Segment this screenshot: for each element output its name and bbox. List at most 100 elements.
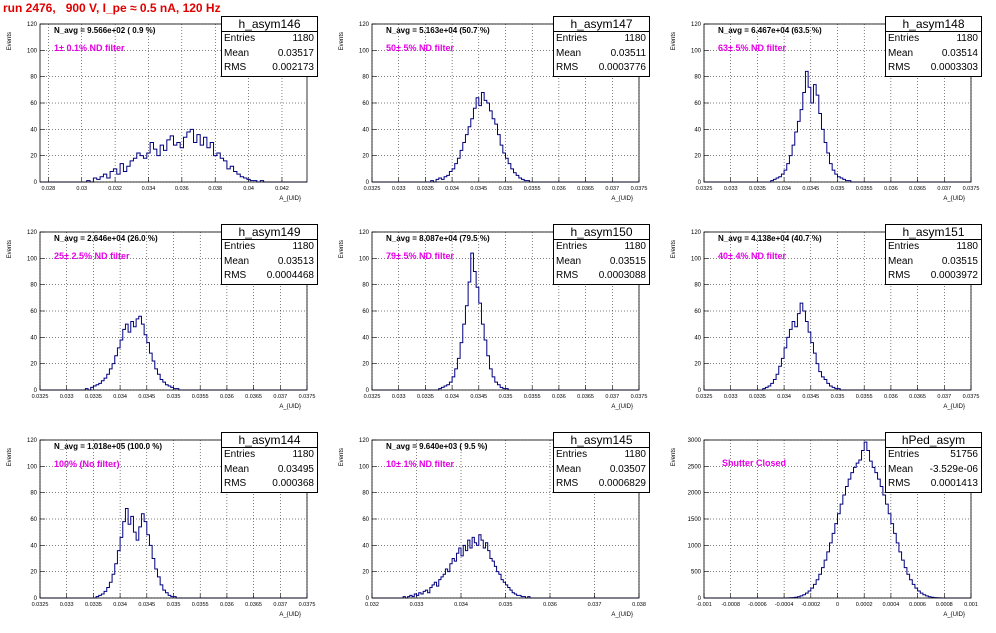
y-tick-label: 40 (30, 127, 37, 133)
x-tick-label: 0.0335 (749, 394, 766, 400)
x-tick-label: 0.0375 (631, 186, 648, 192)
x-tick-label: 0.0355 (192, 602, 209, 608)
filter-label: 100% (No filter) (54, 459, 120, 469)
histogram-name: h_asym151 (886, 225, 981, 240)
y-tick-label: 20 (362, 362, 369, 368)
histogram-panel: 0 20 40 60 80 100 120 0.0325 0.033 0.0335 0.034 0.0… (0, 218, 332, 425)
x-tick-label: 0.034 (454, 602, 468, 608)
y-tick-label: 100 (359, 48, 370, 54)
stats-rms-label: RMS (888, 62, 911, 73)
y-tick-label: 80 (362, 283, 369, 289)
stats-row-rms: RMS 0.0003776 (554, 61, 649, 76)
stats-rms-label: RMS (556, 62, 579, 73)
stats-entries-value: 1180 (292, 449, 314, 460)
navg-label: N_avg = 6.467e+04 (63.5 %) (718, 26, 822, 35)
x-tick-label: 0.033 (392, 394, 406, 400)
stats-entries-label: Entries (556, 241, 588, 252)
stats-mean-value: 0.03495 (277, 463, 314, 475)
x-tick-label: 0.034 (445, 186, 459, 192)
plot-frame (39, 231, 308, 391)
stats-mean-value: 0.03515 (941, 255, 978, 267)
navg-label: N_avg = 8.087e+04 (79.5 %) (386, 234, 490, 243)
x-tick-label: 0.0345 (802, 394, 819, 400)
histogram-panel: 0 20 40 60 80 100 120 0.0325 0.033 0.0335 0.034 0.0… (332, 218, 664, 425)
stats-box: h_asym146 Entries 1180 Mean 0.03517 RMS 0.0021… (221, 16, 318, 77)
stats-rms-label: RMS (556, 270, 579, 281)
histogram-panel: 0 20 40 60 80 100 120 0.028 0.03 0.032 0.034 0.036 0… (0, 10, 332, 217)
x-tick-label: 0.036 (220, 394, 234, 400)
stats-row-rms: RMS 0.0001413 (886, 477, 981, 492)
x-tick-label: 0.035 (167, 394, 181, 400)
y-tick-label: 60 (30, 517, 37, 523)
x-tick-label: 0.036 (220, 602, 234, 608)
y-tick-label: 120 (691, 22, 702, 28)
stats-row-entries: Entries 51756 (886, 448, 981, 463)
stats-entries-value: 1180 (956, 33, 978, 44)
stats-row-mean: Mean -3.529e-06 (886, 463, 981, 478)
x-tick-label: 0.042 (275, 186, 289, 192)
stats-mean-value: 0.03515 (609, 255, 646, 267)
y-axis-label: Events (7, 32, 13, 50)
x-tick-label: 0.0345 (802, 186, 819, 192)
stats-mean-value: 0.03507 (609, 463, 646, 475)
y-tick-label: 120 (27, 230, 38, 236)
plot-frame (703, 231, 972, 391)
stats-entries-value: 1180 (624, 33, 646, 44)
stats-entries-label: Entries (888, 241, 920, 252)
stats-mean-label: Mean (556, 463, 582, 475)
x-tick-label: 0.033 (410, 602, 424, 608)
x-tick-label: 0.038 (632, 602, 646, 608)
stats-mean-label: Mean (888, 463, 914, 475)
y-tick-label: 100 (27, 464, 38, 470)
stats-entries-value: 1180 (956, 241, 978, 252)
y-tick-label: 60 (362, 309, 369, 315)
stats-row-rms: RMS 0.002173 (222, 61, 317, 76)
x-axis-label: A_{UID} (279, 404, 301, 410)
x-tick-label: 0.037 (273, 602, 287, 608)
y-tick-label: 0 (698, 388, 702, 394)
x-tick-label: 0.028 (41, 186, 55, 192)
y-axis-label: Events (339, 32, 345, 50)
stats-rms-label: RMS (224, 62, 247, 73)
y-tick-label: 120 (27, 22, 38, 28)
histogram-plot: 0 20 40 60 80 100 120 0.0325 0.033 0.0335 0.034 0.0… (7, 230, 315, 410)
x-tick-label: 0.0375 (631, 394, 648, 400)
y-tick-label: 60 (30, 309, 37, 315)
stats-mean-value: 0.03517 (277, 47, 314, 59)
x-tick-label: 0.034 (777, 186, 791, 192)
x-tick-label: 0.0004 (882, 602, 899, 608)
stats-rms-label: RMS (888, 270, 911, 281)
x-tick-label: 0.036 (543, 602, 557, 608)
y-tick-label: 100 (27, 256, 38, 262)
stats-box: hPed_asym Entries 51756 Mean -3.529e-06 RMS 0.… (885, 432, 982, 493)
stats-entries-label: Entries (888, 449, 920, 460)
stats-row-mean: Mean 0.03515 (554, 255, 649, 270)
plot-frame (703, 439, 972, 599)
x-tick-label: 0.034 (142, 186, 156, 192)
x-tick-label: 0.032 (365, 602, 379, 608)
x-tick-label: 0.037 (937, 394, 951, 400)
histogram-panel: 0 20 40 60 80 100 120 0.0325 0.033 0.0335 0.034 0.0… (664, 218, 996, 425)
x-tick-label: 0.0365 (909, 186, 926, 192)
stats-rms-value: 0.000368 (272, 478, 314, 489)
stats-rms-value: 0.0003088 (598, 270, 646, 281)
stats-row-mean: Mean 0.03507 (554, 463, 649, 478)
y-tick-label: 120 (691, 230, 702, 236)
stats-entries-label: Entries (224, 241, 256, 252)
navg-label: N_avg = 9.640e+03 ( 9.5 %) (386, 442, 488, 451)
histogram-panel: 0 20 40 60 80 100 120 0.032 0.033 0.034 0.035 0.036… (332, 426, 664, 633)
y-tick-label: 80 (30, 491, 37, 497)
x-tick-label: 0.0355 (856, 186, 873, 192)
stats-mean-value: 0.03513 (277, 255, 314, 267)
x-tick-label: 0.035 (499, 602, 513, 608)
plot-frame (371, 439, 640, 599)
x-tick-label: 0.0355 (192, 394, 209, 400)
y-tick-label: 20 (694, 362, 701, 368)
stats-mean-value: 0.03511 (610, 47, 646, 59)
x-axis-label: A_{UID} (611, 612, 633, 618)
x-tick-label: 0.033 (60, 602, 74, 608)
histogram-panel: 0 20 40 60 80 100 120 0.0325 0.033 0.0335 0.034 0.0… (0, 426, 332, 633)
filter-label: 50± 5% ND filter (386, 43, 454, 53)
x-tick-label: 0 (836, 602, 839, 608)
stats-row-mean: Mean 0.03495 (222, 463, 317, 478)
